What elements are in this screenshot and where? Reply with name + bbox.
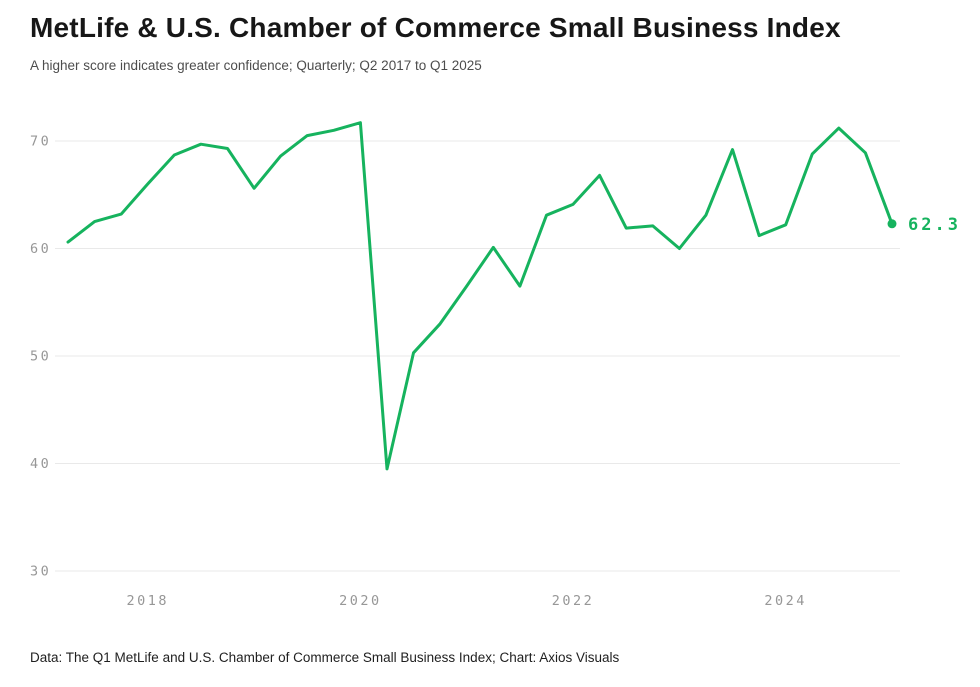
y-tick-label: 50 — [30, 349, 51, 365]
source-note: Data: The Q1 MetLife and U.S. Chamber of… — [30, 650, 620, 665]
y-tick-label: 30 — [30, 564, 51, 580]
line-chart: 30 40 50 60 70 2018 2020 2022 2024 62.3 — [0, 100, 980, 630]
y-tick-label: 40 — [30, 456, 51, 472]
x-tick-label: 2024 — [764, 593, 807, 609]
end-dot — [887, 219, 897, 229]
x-tick-label: 2020 — [339, 593, 382, 609]
x-tick-label: 2018 — [126, 593, 169, 609]
line-chart-canvas: 30 40 50 60 70 2018 2020 2022 2024 62.3 — [30, 121, 961, 609]
end-value-label: 62.3 — [908, 215, 961, 235]
y-tick-label: 60 — [30, 241, 51, 257]
chart-title: MetLife & U.S. Chamber of Commerce Small… — [30, 12, 841, 43]
chart-subtitle: A higher score indicates greater confide… — [30, 58, 482, 73]
y-tick-label: 70 — [30, 134, 51, 150]
x-tick-label: 2022 — [552, 593, 595, 609]
index-line — [66, 121, 894, 471]
